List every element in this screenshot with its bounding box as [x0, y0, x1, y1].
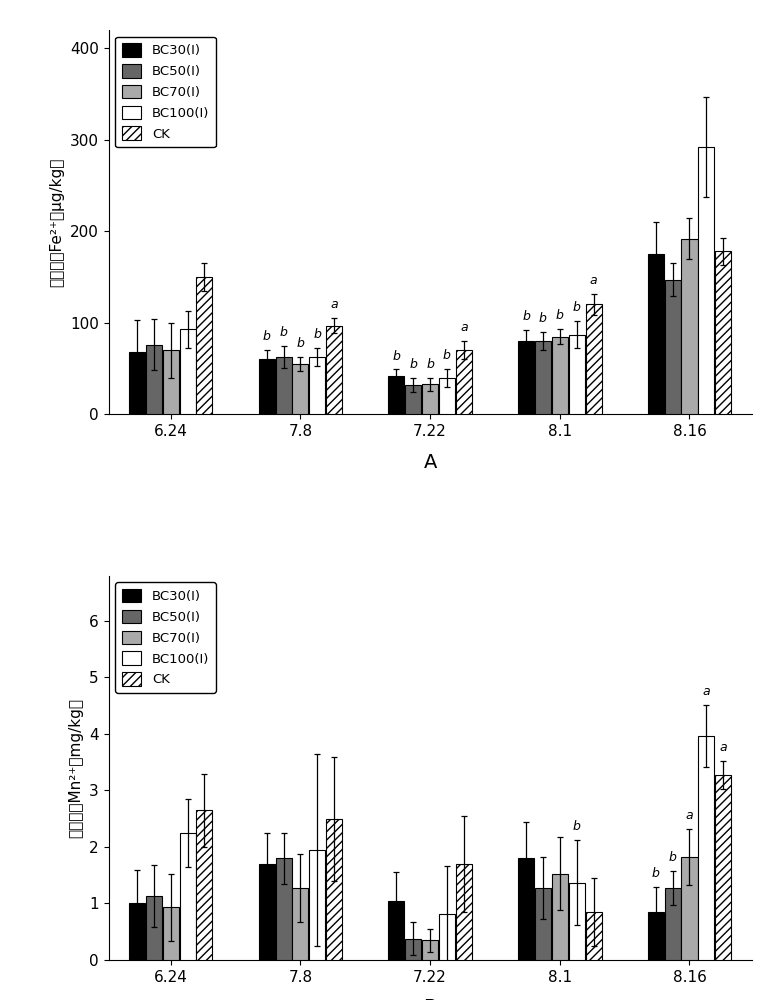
Bar: [681, 857, 698, 960]
Bar: [648, 254, 664, 414]
Bar: [129, 903, 145, 960]
Text: b: b: [426, 358, 434, 371]
Bar: [405, 385, 422, 414]
Text: a: a: [590, 274, 598, 287]
Text: b: b: [522, 310, 530, 323]
Bar: [309, 850, 326, 960]
Bar: [259, 359, 274, 414]
Bar: [518, 341, 534, 414]
Bar: [422, 940, 438, 960]
Bar: [259, 864, 274, 960]
Text: b: b: [573, 301, 580, 314]
Text: b: b: [297, 337, 305, 350]
Bar: [326, 819, 343, 960]
Bar: [698, 147, 715, 414]
Text: b: b: [556, 309, 563, 322]
Bar: [569, 883, 584, 960]
Bar: [276, 357, 291, 414]
Text: b: b: [652, 867, 660, 880]
Text: B: B: [423, 998, 437, 1000]
Y-axis label: 孔隙水中Mn²⁺（mg/kg）: 孔隙水中Mn²⁺（mg/kg）: [68, 698, 84, 838]
Bar: [552, 874, 568, 960]
Text: b: b: [313, 328, 321, 341]
Text: a: a: [330, 298, 338, 311]
Bar: [292, 364, 308, 414]
Bar: [180, 329, 195, 414]
Bar: [196, 277, 212, 414]
Bar: [535, 341, 551, 414]
Bar: [326, 326, 343, 414]
Bar: [715, 251, 732, 414]
Text: b: b: [539, 312, 547, 325]
Text: b: b: [263, 330, 270, 343]
Y-axis label: 孔隙水中Fe²⁺（μg/kg）: 孔隙水中Fe²⁺（μg/kg）: [50, 157, 64, 287]
Text: b: b: [392, 350, 401, 363]
Bar: [715, 775, 732, 960]
Bar: [439, 378, 455, 414]
Bar: [196, 810, 212, 960]
Bar: [422, 384, 438, 414]
Bar: [698, 736, 715, 960]
Legend: BC30(I), BC50(I), BC70(I), BC100(I), CK: BC30(I), BC50(I), BC70(I), BC100(I), CK: [115, 37, 216, 147]
Text: b: b: [669, 851, 677, 864]
Legend: BC30(I), BC50(I), BC70(I), BC100(I), CK: BC30(I), BC50(I), BC70(I), BC100(I), CK: [115, 582, 216, 693]
Bar: [586, 912, 601, 960]
Bar: [535, 888, 551, 960]
Bar: [388, 376, 405, 414]
Bar: [665, 280, 680, 414]
Bar: [569, 335, 584, 414]
Text: b: b: [573, 820, 580, 833]
Bar: [552, 337, 568, 414]
Bar: [163, 350, 179, 414]
Text: A: A: [423, 453, 437, 472]
Bar: [146, 345, 162, 414]
Text: a: a: [686, 809, 694, 822]
Bar: [439, 914, 455, 960]
Text: a: a: [460, 321, 467, 334]
Text: a: a: [719, 741, 727, 754]
Bar: [388, 901, 405, 960]
Bar: [276, 858, 291, 960]
Bar: [648, 912, 664, 960]
Text: a: a: [703, 685, 710, 698]
Bar: [665, 888, 680, 960]
Bar: [163, 907, 179, 960]
Bar: [586, 304, 601, 414]
Bar: [518, 858, 534, 960]
Bar: [456, 864, 472, 960]
Bar: [405, 939, 422, 960]
Bar: [180, 833, 195, 960]
Bar: [456, 350, 472, 414]
Bar: [129, 352, 145, 414]
Text: b: b: [280, 326, 288, 339]
Text: b: b: [409, 358, 417, 371]
Bar: [146, 896, 162, 960]
Text: b: b: [443, 349, 451, 362]
Bar: [681, 239, 698, 414]
Bar: [309, 357, 326, 414]
Bar: [292, 888, 308, 960]
